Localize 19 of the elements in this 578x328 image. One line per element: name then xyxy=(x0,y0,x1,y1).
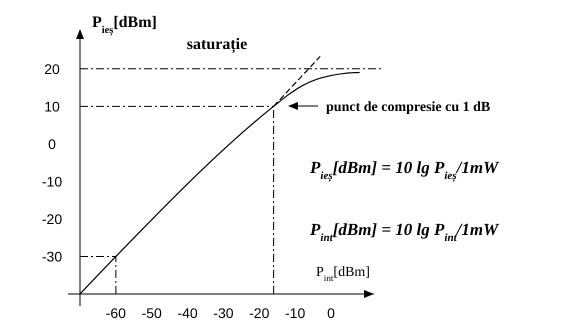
y-tick-label: 0 xyxy=(48,136,56,152)
y-tick-label: -20 xyxy=(42,210,62,227)
x-axis-title: P$_{int}$[dBm] xyxy=(316,265,370,283)
annotation: P$_{int}$[dBm] = 10 lg P$_{int}$/1mW xyxy=(309,220,500,244)
x-tick-label: 0 xyxy=(327,305,336,321)
ref-line-label: saturație xyxy=(186,36,248,54)
y-tick-label: 10 xyxy=(44,98,60,114)
y-tick-label: 20 xyxy=(44,60,60,77)
x-tick-label: -10 xyxy=(285,305,306,321)
x-tick-label: -60 xyxy=(106,305,126,321)
x-tick-label: -50 xyxy=(142,305,162,321)
annotation: punct de compresie cu 1 dB xyxy=(326,100,490,115)
x-tick-label: -30 xyxy=(213,305,234,321)
y-tick-label: -10 xyxy=(42,173,62,190)
y-tick-label: -30 xyxy=(42,248,62,264)
x-tick-label: -40 xyxy=(177,305,198,321)
annotation: P$_{ieș}$[dBm] = 10 lg P$_{ieș}$/1mW xyxy=(309,158,500,182)
y-axis-title: P$_{ieș}$[dBm] xyxy=(92,14,157,36)
x-tick-label: -20 xyxy=(249,305,270,321)
